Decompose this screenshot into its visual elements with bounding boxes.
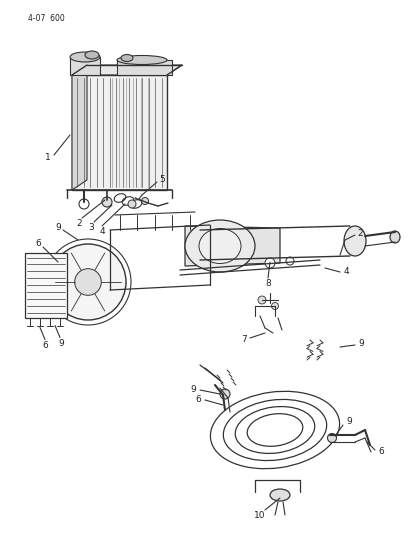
Circle shape xyxy=(220,389,229,399)
Ellipse shape xyxy=(85,51,99,59)
Text: 8: 8 xyxy=(265,279,270,288)
Circle shape xyxy=(141,198,148,205)
Text: 6: 6 xyxy=(377,448,383,456)
Text: 6: 6 xyxy=(195,395,200,405)
Text: 10: 10 xyxy=(254,511,265,520)
Text: 4-07  600: 4-07 600 xyxy=(28,14,65,23)
Text: 5: 5 xyxy=(159,175,164,184)
Text: 1: 1 xyxy=(45,152,51,161)
Polygon shape xyxy=(184,226,279,266)
Circle shape xyxy=(102,197,112,207)
Circle shape xyxy=(264,258,274,268)
Polygon shape xyxy=(72,65,87,190)
Polygon shape xyxy=(72,75,166,190)
Ellipse shape xyxy=(270,489,289,501)
Circle shape xyxy=(128,200,136,208)
Circle shape xyxy=(257,296,265,304)
Ellipse shape xyxy=(198,229,240,263)
Ellipse shape xyxy=(184,220,254,272)
Circle shape xyxy=(50,244,126,320)
Text: 3: 3 xyxy=(88,222,94,231)
Polygon shape xyxy=(72,65,182,75)
Text: 2: 2 xyxy=(356,229,362,238)
Ellipse shape xyxy=(389,231,399,243)
Text: 9: 9 xyxy=(357,340,363,349)
Ellipse shape xyxy=(343,226,365,256)
Ellipse shape xyxy=(70,52,100,62)
Circle shape xyxy=(285,257,293,265)
Text: 6: 6 xyxy=(42,341,48,350)
Polygon shape xyxy=(70,57,100,75)
Circle shape xyxy=(74,269,101,295)
Text: 7: 7 xyxy=(240,335,246,343)
Text: 9: 9 xyxy=(190,385,196,394)
Bar xyxy=(25,253,67,318)
Circle shape xyxy=(79,199,89,209)
Ellipse shape xyxy=(121,54,133,61)
Circle shape xyxy=(271,303,278,310)
Text: 9: 9 xyxy=(345,417,351,426)
Text: 4: 4 xyxy=(342,268,348,277)
Text: 9: 9 xyxy=(55,222,61,231)
Text: 6: 6 xyxy=(35,239,41,248)
Circle shape xyxy=(327,433,336,442)
Text: 2: 2 xyxy=(76,219,82,228)
Text: 9: 9 xyxy=(58,339,64,348)
Text: 4: 4 xyxy=(99,227,105,236)
Ellipse shape xyxy=(117,55,166,64)
Polygon shape xyxy=(117,60,172,75)
